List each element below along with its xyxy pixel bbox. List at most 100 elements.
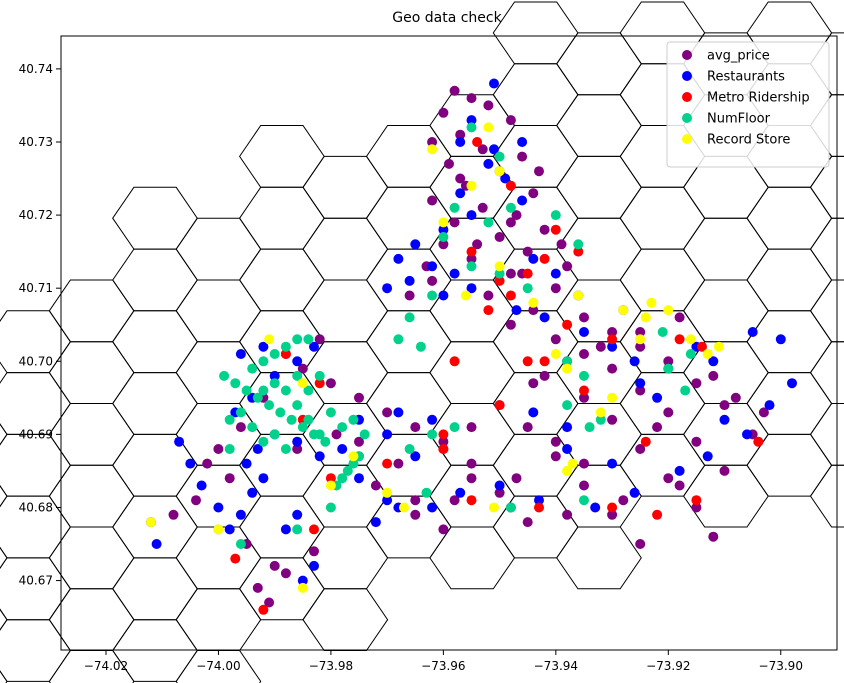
data-point [534, 502, 544, 513]
data-point [494, 487, 505, 498]
data-point [382, 407, 393, 418]
data-point [674, 312, 685, 323]
hex-cell [556, 94, 642, 157]
data-point [528, 305, 539, 316]
data-point [635, 341, 646, 352]
data-point [325, 480, 336, 491]
hex-cell [556, 155, 642, 219]
data-point [539, 356, 550, 367]
data-point [466, 115, 477, 126]
data-point [303, 414, 314, 425]
data-point [449, 356, 460, 367]
data-point [522, 517, 533, 528]
data-point [359, 429, 370, 440]
data-point [258, 385, 269, 396]
data-point [382, 495, 393, 506]
data-point [297, 582, 308, 593]
data-point [241, 385, 252, 396]
x-tick-label: −73.90 [759, 659, 803, 673]
series-numfloor [213, 122, 696, 549]
hex-cell [0, 423, 8, 446]
data-point [292, 444, 303, 454]
data-point [382, 429, 393, 440]
data-point [466, 180, 477, 191]
data-point [354, 473, 364, 484]
data-point [477, 144, 488, 155]
hex-cell [238, 125, 325, 188]
data-point [427, 195, 438, 206]
data-point [742, 429, 752, 440]
legend-label: Restaurants [707, 70, 785, 85]
data-point [325, 473, 336, 484]
series-avg-price [168, 85, 769, 608]
hex-cell [492, 1, 579, 65]
data-point [438, 239, 449, 250]
data-point [646, 297, 657, 308]
data-point [410, 451, 421, 462]
data-point [258, 356, 269, 367]
data-point [438, 217, 449, 228]
data-point [691, 436, 702, 447]
data-point [438, 107, 449, 118]
data-point [230, 378, 241, 389]
hex-cell [302, 588, 389, 651]
data-point [466, 93, 477, 104]
data-point [410, 422, 421, 433]
data-point [280, 568, 291, 579]
data-point [427, 275, 438, 286]
data-point [455, 487, 466, 498]
data-point [309, 341, 319, 352]
hex-cell [48, 403, 135, 466]
data-point [297, 378, 308, 389]
data-point [579, 495, 589, 506]
data-point [629, 487, 640, 498]
data-point [550, 451, 561, 462]
data-point [595, 414, 606, 425]
data-point [280, 341, 291, 352]
data-point [235, 349, 246, 359]
data-point [483, 100, 494, 111]
series-metro-ridership [230, 137, 764, 615]
data-point [235, 509, 246, 520]
data-point [269, 370, 280, 381]
data-point [252, 582, 263, 593]
hex-cell [48, 279, 135, 343]
hex-cell [746, 248, 833, 312]
data-point [466, 253, 477, 264]
data-point [292, 356, 303, 367]
data-point [522, 246, 533, 257]
x-tick-label: −73.92 [646, 659, 690, 673]
y-tick-label: 40.72 [19, 208, 53, 222]
hex-cell [48, 341, 135, 404]
data-point [511, 210, 522, 221]
data-point [455, 188, 466, 199]
data-point [562, 319, 573, 330]
data-point [427, 290, 438, 301]
data-point [438, 429, 449, 440]
data-point [325, 502, 336, 513]
data-point [483, 217, 494, 228]
data-point [607, 363, 618, 374]
data-point [219, 370, 230, 381]
data-point [258, 604, 269, 615]
hex-cell [556, 279, 642, 343]
data-point [663, 363, 674, 374]
data-point [652, 509, 663, 520]
data-point [348, 458, 359, 469]
data-point [342, 465, 353, 476]
data-point [708, 356, 719, 367]
data-point [393, 253, 404, 264]
legend-label: Record Store [707, 133, 790, 148]
data-point [494, 480, 505, 491]
data-point [579, 480, 589, 491]
data-point [247, 487, 258, 498]
data-point [466, 458, 477, 469]
data-point [562, 356, 573, 367]
hex-cell [112, 372, 198, 435]
data-point [787, 378, 797, 389]
legend-marker [682, 50, 692, 60]
hex-cell [175, 526, 262, 590]
data-point [562, 444, 573, 454]
data-point [337, 473, 348, 484]
